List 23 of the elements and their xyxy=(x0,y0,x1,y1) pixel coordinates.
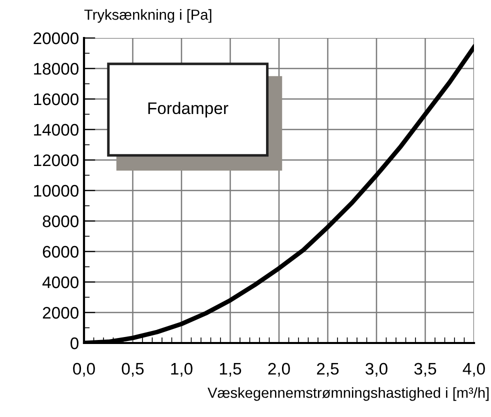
x-tick-label: 2,0 xyxy=(268,362,290,377)
y-tick-label: 12000 xyxy=(34,154,78,166)
y-tick-label: 20000 xyxy=(34,32,78,44)
x-tick-label: 0,5 xyxy=(122,362,144,377)
x-axis-title: Væskegennemstrømningshastighed i [m³/h] xyxy=(208,387,489,401)
x-tick-label: 3,5 xyxy=(414,362,436,377)
y-tick-label: 0 xyxy=(70,337,78,350)
y-tick-label: 18000 xyxy=(34,62,78,75)
annotation: Fordamper xyxy=(148,102,228,118)
x-tick-label: 2,5 xyxy=(317,362,339,377)
x-tick-label: 3,0 xyxy=(366,362,388,377)
x-tick-label: 1,0 xyxy=(171,362,192,377)
y-tick-label: 2000 xyxy=(42,306,78,319)
y-tick-label: 6000 xyxy=(42,246,78,258)
y-tick-label: 8000 xyxy=(42,215,78,228)
y-tick-label: 16000 xyxy=(34,93,78,106)
y-tick-label: 10000 xyxy=(34,184,78,197)
x-tick-label: 0,0 xyxy=(73,362,95,377)
y-tick-label: 14000 xyxy=(34,124,78,136)
x-tick-label: 1,5 xyxy=(220,363,242,377)
y-axis-title: Tryksænkning i [Pa] xyxy=(84,9,212,23)
x-tick-label: 4,0 xyxy=(462,362,485,377)
y-tick-label: 4000 xyxy=(42,276,78,288)
